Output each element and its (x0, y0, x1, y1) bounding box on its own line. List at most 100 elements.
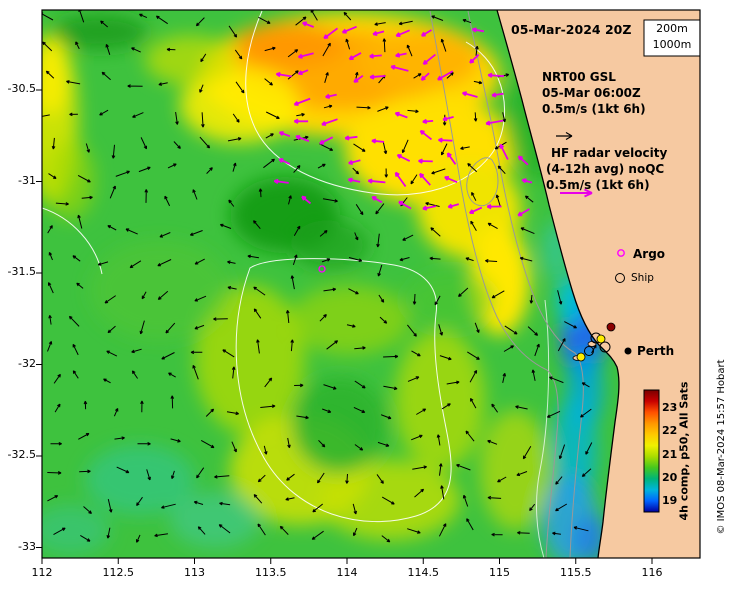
velocity-vector (396, 154, 411, 162)
velocity-vector (278, 131, 291, 138)
velocity-vector (430, 227, 441, 237)
velocity-vector (213, 317, 228, 321)
velocity-vector (517, 155, 529, 166)
velocity-vector (469, 369, 478, 383)
velocity-vector (467, 163, 478, 173)
velocity-vector (295, 16, 307, 26)
velocity-vector (486, 203, 502, 210)
velocity-vector (355, 204, 364, 216)
velocity-vector (580, 408, 592, 418)
velocity-vector (356, 105, 371, 110)
colorbar-tick-label: 23 (662, 401, 678, 415)
velocity-vector (295, 135, 310, 142)
velocity-vector (470, 397, 477, 409)
velocity-vector (323, 27, 339, 40)
velocity-vector (382, 38, 387, 53)
velocity-vector (158, 82, 168, 86)
gsl-legend-line3: 0.5m/s (1kt 6h) (542, 102, 646, 116)
velocity-vector (106, 527, 111, 539)
velocity-vector (522, 445, 532, 460)
velocity-vector (136, 534, 141, 543)
velocity-vector (219, 501, 231, 506)
velocity-vector (558, 444, 566, 460)
velocity-vector (72, 343, 79, 356)
velocity-vector (371, 138, 385, 144)
velocity-vector (48, 173, 57, 179)
velocity-vector (469, 206, 483, 214)
velocity-vector (399, 257, 410, 262)
argo-legend-icon (617, 249, 625, 257)
velocity-vector (374, 22, 386, 26)
velocity-vector (247, 254, 259, 259)
velocity-vector (529, 503, 536, 512)
velocity-vector (201, 112, 205, 128)
plot-frame (41, 9, 701, 559)
perth-label: Perth (637, 344, 675, 358)
drifter-marker (606, 322, 616, 332)
velocity-vector (53, 373, 61, 384)
velocity-vector (227, 286, 237, 290)
velocity-vector (42, 114, 50, 117)
y-tick-label: -31 (18, 173, 36, 187)
velocity-vector (226, 411, 239, 416)
velocity-vector (581, 468, 592, 477)
velocity-vector (422, 118, 434, 125)
velocity-vector (51, 137, 56, 150)
velocity-vector (47, 225, 53, 234)
velocity-vector (194, 258, 205, 265)
velocity-vector (144, 189, 149, 203)
velocity-vector (422, 53, 436, 65)
velocity-vector (369, 53, 382, 59)
velocity-vector (232, 162, 237, 172)
ship-marker (584, 346, 594, 356)
velocity-vector (497, 476, 507, 483)
velocity-vector (369, 74, 386, 80)
isobath-label-1000m: 1000m (652, 38, 692, 51)
velocity-vector (465, 257, 474, 262)
velocity-vector (407, 376, 420, 382)
velocity-vector (293, 165, 301, 173)
velocity-vector (438, 324, 443, 336)
velocity-vector (377, 264, 383, 277)
velocity-vector (279, 525, 289, 535)
velocity-vector (167, 163, 177, 169)
velocity-vector (45, 70, 55, 79)
gsl-scale-arrow (556, 131, 573, 141)
velocity-vector (406, 44, 413, 57)
velocity-vector (413, 73, 422, 79)
velocity-vector (132, 112, 144, 118)
velocity-vector (422, 205, 437, 211)
velocity-vector (311, 530, 324, 540)
velocity-vector (253, 220, 261, 230)
velocity-vector (487, 222, 498, 230)
velocity-vector (131, 47, 141, 53)
velocity-vector (412, 293, 417, 305)
colorbar-gradient (643, 389, 660, 513)
buoy-marker (596, 334, 606, 344)
velocity-vector (354, 444, 364, 451)
velocity-vector (292, 254, 298, 266)
velocity-vector (77, 174, 91, 183)
velocity-vector (219, 223, 232, 229)
velocity-vector (475, 45, 479, 56)
velocity-vector (431, 168, 446, 175)
velocity-vector (473, 80, 483, 85)
velocity-vector (205, 408, 215, 417)
velocity-vector (168, 372, 176, 378)
velocity-vector (72, 370, 79, 379)
velocity-vector (234, 49, 243, 60)
y-tick-label: -30.5 (7, 82, 36, 95)
velocity-vector (552, 531, 561, 536)
velocity-vector (194, 324, 205, 330)
velocity-vector (141, 291, 147, 300)
velocity-vector (394, 111, 408, 119)
velocity-vector (344, 135, 358, 141)
velocity-vector (192, 189, 198, 200)
velocity-vector (257, 523, 266, 536)
velocity-vector (519, 256, 533, 262)
velocity-vector (429, 256, 441, 261)
velocity-vector (53, 527, 66, 536)
velocity-vector (502, 112, 506, 123)
velocity-vector (434, 295, 441, 306)
